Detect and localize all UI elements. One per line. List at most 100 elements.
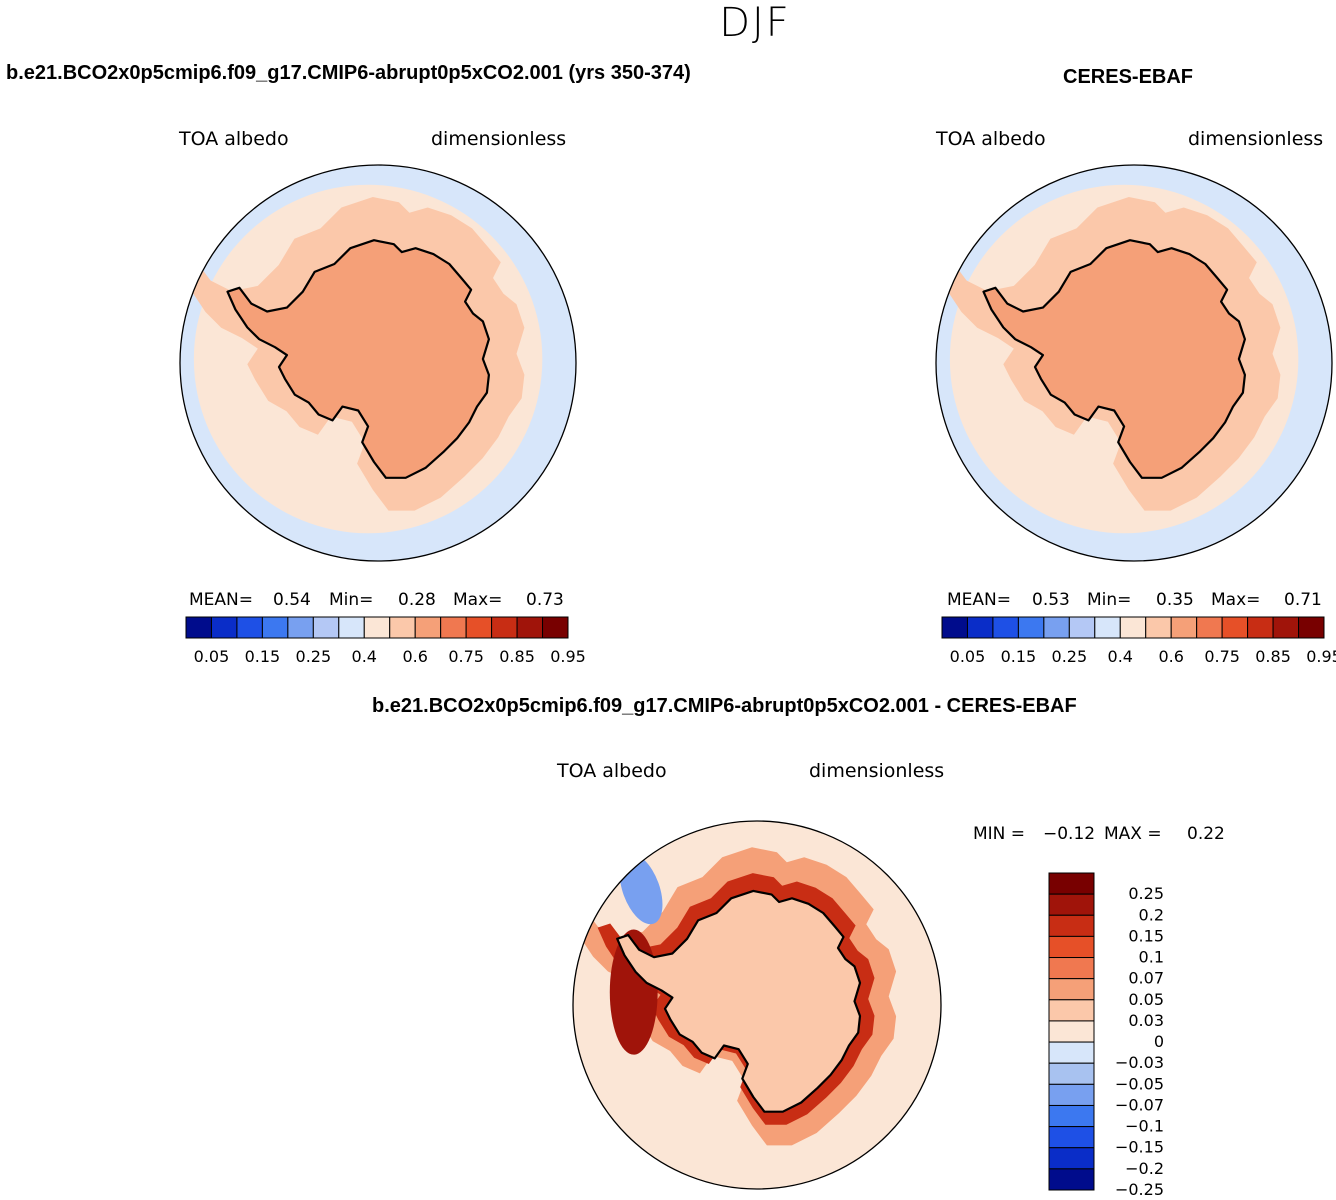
diff-colorbar-box (1048, 1083, 1095, 1106)
diff-colorbar-tick: −0.1 (1125, 1117, 1164, 1136)
model-colorbar-box (236, 616, 263, 639)
diff-colorbar-tick: −0.2 (1125, 1159, 1164, 1178)
model-colorbar-box (491, 616, 518, 639)
obs-max-value: 0.71 (1284, 590, 1322, 610)
diff-colorbar-box (1048, 872, 1095, 895)
model-colorbar-box (414, 616, 442, 639)
obs-colorbar-box (1196, 616, 1223, 639)
diff-colorbar-tick: 0.15 (1128, 926, 1164, 945)
model-colorbar-box (261, 616, 289, 639)
obs-colorbar-box (1221, 616, 1249, 639)
obs-colorbar-tick: 0.75 (1204, 647, 1240, 666)
model-panel-title: b.e21.BCO2x0p5cmip6.f09_g17.CMIP6-abrupt… (6, 62, 691, 84)
obs-colorbar-box (1247, 616, 1274, 639)
diff-map (572, 820, 942, 1190)
obs-map-border (935, 164, 1333, 562)
model-colorbar-tick: 0.4 (352, 647, 377, 666)
obs-colorbar-tick: 0.25 (1052, 647, 1088, 666)
obs-colorbar-tick: 0.85 (1255, 647, 1291, 666)
model-mean-value: 0.54 (273, 590, 311, 610)
diff-max-value: 0.22 (1187, 824, 1225, 844)
model-colorbar: 0.05 0.15 0.25 0.4 0.6 0.75 0.85 0.95 (185, 616, 586, 666)
obs-colorbar-box (1298, 616, 1325, 639)
model-colorbar-tick: 0.15 (245, 647, 281, 666)
diff-colorbar-tick: −0.07 (1115, 1095, 1164, 1114)
obs-panel-title: CERES-EBAF (1063, 66, 1194, 88)
diff-colorbar-box (1048, 893, 1095, 916)
diff-fill-layer (573, 821, 941, 1189)
model-max-value: 0.73 (526, 590, 564, 610)
model-map-border (179, 164, 577, 562)
diff-colorbar-box (1048, 1126, 1095, 1149)
diff-max-label: MAX = (1104, 824, 1162, 844)
model-colorbar-box (516, 616, 544, 639)
model-colorbar-tick: 0.75 (448, 647, 484, 666)
obs-min-label: Min= (1087, 590, 1132, 610)
diff-colorbar-tick: 0.2 (1139, 905, 1164, 924)
model-colorbar-tick: 0.95 (550, 647, 586, 666)
diff-colorbar-tick: 0 (1154, 1032, 1164, 1051)
model-continent (227, 240, 489, 478)
model-variable-label: TOA albedo (179, 128, 289, 150)
obs-fill-layer (936, 165, 1332, 561)
diff-colorbar-tick: −0.25 (1115, 1180, 1164, 1199)
model-min-value: 0.28 (398, 590, 436, 610)
diff-panel-title: b.e21.BCO2x0p5cmip6.f09_g17.CMIP6-abrupt… (372, 695, 1077, 717)
diff-colorbar: 0.25 0.2 0.15 0.1 0.07 0.05 0.03 0 −0.03 −0.05 −0.… (1048, 872, 1164, 1199)
obs-colorbar-box (1094, 616, 1121, 639)
diff-variable-label: TOA albedo (557, 760, 667, 782)
diff-min-value: −0.12 (1043, 824, 1096, 844)
diff-units-label: dimensionless (809, 760, 945, 782)
model-colorbar-tick: 0.85 (499, 647, 535, 666)
model-max-label: Max= (453, 590, 503, 610)
diff-colorbar-tick: −0.15 (1115, 1138, 1164, 1157)
obs-units-label: dimensionless (1188, 128, 1324, 150)
model-colorbar-box (465, 616, 493, 639)
obs-colorbar-box (941, 616, 968, 639)
model-map (179, 164, 577, 562)
obs-map (935, 164, 1333, 562)
model-colorbar-box (287, 616, 314, 639)
obs-coastline (982, 239, 1246, 479)
obs-mean-label: MEAN= (947, 590, 1011, 610)
model-mean-label: MEAN= (189, 590, 253, 610)
obs-colorbar: 0.05 0.15 0.25 0.4 0.6 0.75 0.85 0.95 (941, 616, 1336, 666)
obs-colorbar-tick: 0.6 (1158, 647, 1183, 666)
diff-min-label: MIN = (973, 824, 1026, 844)
model-colorbar-box (389, 616, 416, 639)
model-colorbar-tick: 0.6 (402, 647, 427, 666)
model-colorbar-box (542, 616, 569, 639)
diff-colorbar-box (1048, 1147, 1095, 1170)
diff-colorbar-box (1048, 957, 1095, 980)
diff-map-border (572, 820, 942, 1190)
obs-colorbar-tick: 0.05 (950, 647, 986, 666)
obs-variable-label: TOA albedo (936, 128, 1046, 150)
obs-colorbar-box (1272, 616, 1300, 639)
model-colorbar-box (338, 616, 365, 639)
obs-colorbar-box (1145, 616, 1172, 639)
diff-colorbar-box (1048, 1020, 1095, 1043)
obs-max-label: Max= (1211, 590, 1261, 610)
model-fill-layer (180, 165, 576, 561)
obs-colorbar-tick: 0.95 (1306, 647, 1336, 666)
model-colorbar-box (440, 616, 467, 639)
model-coastline (226, 239, 490, 479)
obs-colorbar-tick: 0.15 (1001, 647, 1037, 666)
model-colorbar-tick: 0.05 (194, 647, 230, 666)
diff-colorbar-tick: −0.03 (1115, 1053, 1164, 1072)
model-colorbar-box (185, 616, 212, 639)
model-colorbar-tick: 0.25 (296, 647, 332, 666)
diff-colorbar-tick: 0.25 (1128, 884, 1164, 903)
diff-colorbar-box (1048, 999, 1095, 1022)
model-colorbar-box (210, 616, 238, 639)
season-title: DJF (719, 0, 791, 46)
diff-colorbar-tick: 0.1 (1139, 948, 1164, 967)
obs-colorbar-box (1170, 616, 1198, 639)
model-colorbar-box (312, 616, 340, 639)
obs-continent (983, 240, 1245, 478)
diff-colorbar-tick: 0.05 (1128, 990, 1164, 1009)
diff-colorbar-box (1048, 914, 1095, 937)
obs-colorbar-box (1043, 616, 1070, 639)
diff-continent (617, 890, 860, 1112)
